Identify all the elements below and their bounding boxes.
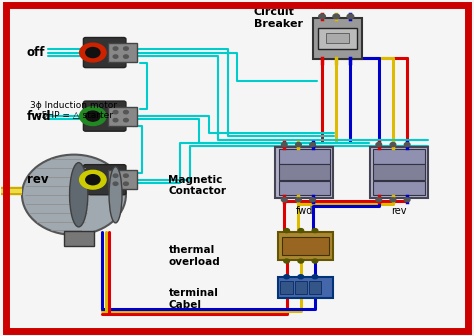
Circle shape — [390, 198, 396, 202]
Text: rev: rev — [391, 207, 407, 216]
Ellipse shape — [109, 167, 122, 223]
Text: fwd: fwd — [296, 207, 313, 216]
Circle shape — [319, 14, 325, 19]
FancyBboxPatch shape — [83, 165, 126, 195]
FancyBboxPatch shape — [279, 149, 330, 164]
Circle shape — [404, 198, 410, 202]
FancyBboxPatch shape — [326, 34, 349, 43]
Text: Circuit
Breaker: Circuit Breaker — [254, 7, 302, 29]
FancyBboxPatch shape — [309, 281, 321, 294]
FancyBboxPatch shape — [279, 181, 330, 196]
Circle shape — [86, 175, 100, 185]
FancyBboxPatch shape — [83, 38, 126, 68]
FancyBboxPatch shape — [108, 43, 137, 62]
FancyBboxPatch shape — [373, 149, 425, 164]
Circle shape — [284, 275, 290, 279]
Circle shape — [376, 198, 382, 202]
FancyBboxPatch shape — [295, 281, 307, 294]
Circle shape — [404, 142, 410, 146]
Ellipse shape — [70, 163, 88, 227]
Text: fwd: fwd — [27, 110, 51, 123]
Circle shape — [333, 14, 339, 19]
Circle shape — [124, 47, 128, 50]
FancyBboxPatch shape — [279, 164, 330, 180]
FancyBboxPatch shape — [313, 18, 362, 59]
Circle shape — [376, 142, 382, 146]
FancyBboxPatch shape — [64, 231, 94, 246]
Circle shape — [298, 275, 304, 279]
FancyBboxPatch shape — [108, 107, 137, 126]
Text: rev: rev — [27, 173, 48, 186]
Circle shape — [80, 43, 106, 62]
Circle shape — [80, 107, 106, 126]
Circle shape — [310, 198, 316, 202]
FancyBboxPatch shape — [283, 237, 328, 255]
Text: terminal
Cabel: terminal Cabel — [168, 289, 219, 310]
Text: off: off — [27, 46, 45, 59]
Circle shape — [312, 228, 318, 233]
Circle shape — [124, 55, 128, 58]
Circle shape — [282, 142, 287, 146]
Circle shape — [86, 111, 100, 121]
Circle shape — [124, 182, 128, 185]
FancyBboxPatch shape — [318, 28, 356, 48]
Circle shape — [80, 170, 106, 189]
FancyBboxPatch shape — [275, 146, 333, 198]
Circle shape — [390, 142, 396, 146]
FancyBboxPatch shape — [83, 101, 126, 131]
Text: Magnetic
Contactor: Magnetic Contactor — [168, 175, 227, 196]
Circle shape — [298, 259, 304, 263]
FancyBboxPatch shape — [278, 232, 333, 260]
Circle shape — [113, 182, 118, 185]
Circle shape — [310, 142, 316, 146]
Circle shape — [86, 47, 100, 57]
Text: <5HP = △ starter: <5HP = △ starter — [35, 111, 113, 120]
Ellipse shape — [22, 155, 126, 235]
FancyBboxPatch shape — [370, 146, 428, 198]
Circle shape — [113, 119, 118, 122]
Circle shape — [284, 259, 290, 263]
FancyBboxPatch shape — [278, 277, 333, 298]
Circle shape — [124, 174, 128, 177]
Text: 3ϕ Induction motor: 3ϕ Induction motor — [30, 100, 118, 110]
Circle shape — [284, 228, 290, 233]
Text: thermal
overload: thermal overload — [168, 245, 220, 266]
Circle shape — [124, 111, 128, 114]
Circle shape — [124, 119, 128, 122]
FancyBboxPatch shape — [373, 164, 425, 180]
Circle shape — [296, 198, 301, 202]
Circle shape — [312, 259, 318, 263]
Circle shape — [113, 55, 118, 58]
Circle shape — [347, 14, 354, 19]
FancyBboxPatch shape — [373, 181, 425, 196]
Circle shape — [282, 198, 287, 202]
FancyBboxPatch shape — [281, 281, 293, 294]
FancyBboxPatch shape — [108, 170, 137, 189]
Circle shape — [312, 275, 318, 279]
Circle shape — [296, 142, 301, 146]
Circle shape — [113, 47, 118, 50]
Circle shape — [298, 228, 304, 233]
Circle shape — [113, 111, 118, 114]
Circle shape — [113, 174, 118, 177]
